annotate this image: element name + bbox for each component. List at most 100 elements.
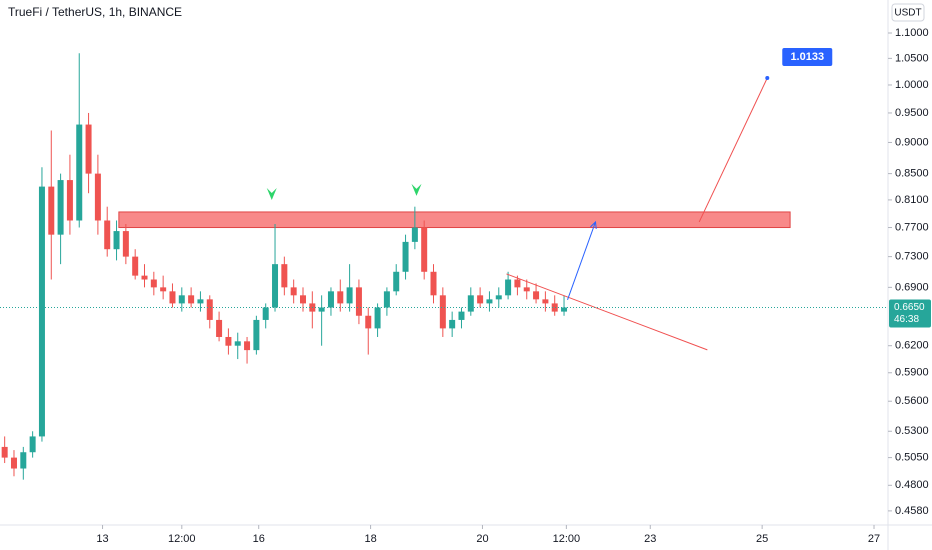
candle-body (374, 307, 381, 329)
candle (346, 264, 353, 312)
candle-body (20, 452, 27, 469)
y-tick-label: 0.4800 (895, 479, 929, 491)
candle-body (393, 271, 400, 292)
candle (439, 287, 446, 337)
candle (113, 220, 120, 261)
candle (94, 154, 101, 235)
candle-body (169, 291, 176, 304)
y-tick-label: 0.7300 (895, 251, 929, 263)
countdown: 46:38 (894, 314, 919, 325)
trend-line (506, 273, 708, 351)
candle-body (439, 295, 446, 329)
candle (104, 206, 111, 257)
candle (225, 328, 232, 355)
candle (327, 287, 334, 316)
candle (421, 220, 428, 280)
y-tick-label: 0.9000 (895, 136, 929, 148)
resistance-zone (118, 211, 791, 229)
currency-button[interactable]: USDT (891, 3, 925, 22)
candle-body (318, 307, 325, 312)
candle-body (141, 275, 148, 280)
candle (299, 287, 306, 312)
candle (290, 279, 297, 304)
candle (495, 287, 502, 308)
candle (523, 279, 530, 300)
candle-body (132, 256, 139, 276)
candle-body (1, 446, 8, 458)
candle (467, 287, 474, 316)
target-line (698, 77, 768, 223)
candle (318, 295, 325, 346)
candle (206, 295, 213, 329)
signal-marker (411, 183, 422, 196)
candle-body (178, 295, 185, 304)
candle (169, 283, 176, 308)
target-anchor (765, 75, 770, 80)
candle (505, 271, 512, 300)
candle-body (225, 336, 232, 346)
candle-body (346, 287, 353, 304)
y-tick-label: 0.5900 (895, 367, 929, 379)
x-tick-label: 12:00 (168, 533, 196, 545)
candle-body (281, 264, 288, 288)
candle-body (495, 295, 502, 300)
candle (150, 271, 157, 296)
y-tick-label: 0.9500 (895, 107, 929, 119)
y-tick-label: 0.5600 (895, 395, 929, 407)
candle (253, 315, 260, 355)
candle-body (421, 227, 428, 272)
candle-body (533, 291, 540, 300)
currency-button-frame[interactable] (891, 3, 925, 22)
candle-body (272, 264, 279, 308)
candle-body (383, 291, 390, 308)
candle (38, 167, 45, 442)
projection-arrow (567, 221, 596, 301)
arrow-head (590, 220, 597, 229)
candle-body (104, 220, 111, 250)
candle (1, 436, 8, 464)
candle-body (188, 295, 195, 304)
x-tick-label: 16 (253, 533, 265, 545)
candle-body (29, 436, 36, 453)
y-tick-label: 0.7700 (895, 221, 929, 233)
candle-body (113, 231, 120, 250)
x-tick-label: 20 (476, 533, 488, 545)
x-tick-label: 25 (756, 533, 768, 545)
y-tick-label: 0.8500 (895, 168, 929, 180)
target-label-box (782, 47, 833, 66)
candle (262, 303, 269, 329)
y-tick-label: 0.6200 (895, 340, 929, 352)
candle-body (458, 311, 465, 320)
candle (355, 279, 362, 325)
candle-body (411, 227, 418, 242)
candle (486, 291, 493, 312)
candle-body (122, 231, 129, 257)
y-tick-label: 1.0500 (895, 52, 929, 64)
candle (402, 234, 409, 280)
candle-body (85, 124, 92, 174)
candle-body (244, 341, 251, 351)
currency-button-label[interactable]: USDT (894, 8, 921, 19)
candle-body (234, 341, 241, 346)
candle-body (365, 315, 372, 329)
candle (337, 279, 344, 312)
candle (458, 307, 465, 329)
candle-body (467, 295, 474, 312)
candle (160, 275, 167, 300)
candle (281, 256, 288, 296)
chart-title: TrueFi / TetherUS, 1h, BINANCE (8, 5, 182, 19)
candle (449, 311, 456, 337)
y-tick-label: 1.1000 (895, 27, 929, 39)
y-tick-label: 0.6900 (895, 281, 929, 293)
candle-body (253, 319, 260, 351)
candle-body (337, 291, 344, 304)
candle (244, 336, 251, 364)
y-tick-label: 0.5300 (895, 425, 929, 437)
x-tick-label: 18 (364, 533, 376, 545)
last-price-box (889, 299, 931, 328)
candle (48, 130, 55, 280)
candle (216, 311, 223, 342)
